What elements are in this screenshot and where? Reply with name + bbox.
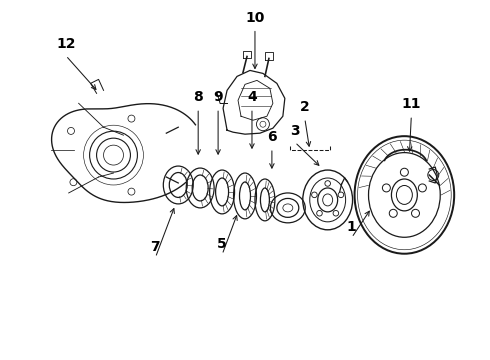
Text: 9: 9: [213, 90, 223, 104]
Text: 10: 10: [245, 10, 265, 24]
Text: 6: 6: [267, 130, 277, 144]
Text: 7: 7: [150, 240, 160, 254]
Text: 5: 5: [217, 237, 227, 251]
Text: 1: 1: [347, 220, 356, 234]
Text: 4: 4: [247, 90, 257, 104]
Text: 2: 2: [300, 100, 310, 114]
Text: 3: 3: [290, 124, 299, 138]
Text: 12: 12: [56, 37, 75, 51]
Text: 11: 11: [402, 97, 421, 111]
Text: 8: 8: [194, 90, 203, 104]
